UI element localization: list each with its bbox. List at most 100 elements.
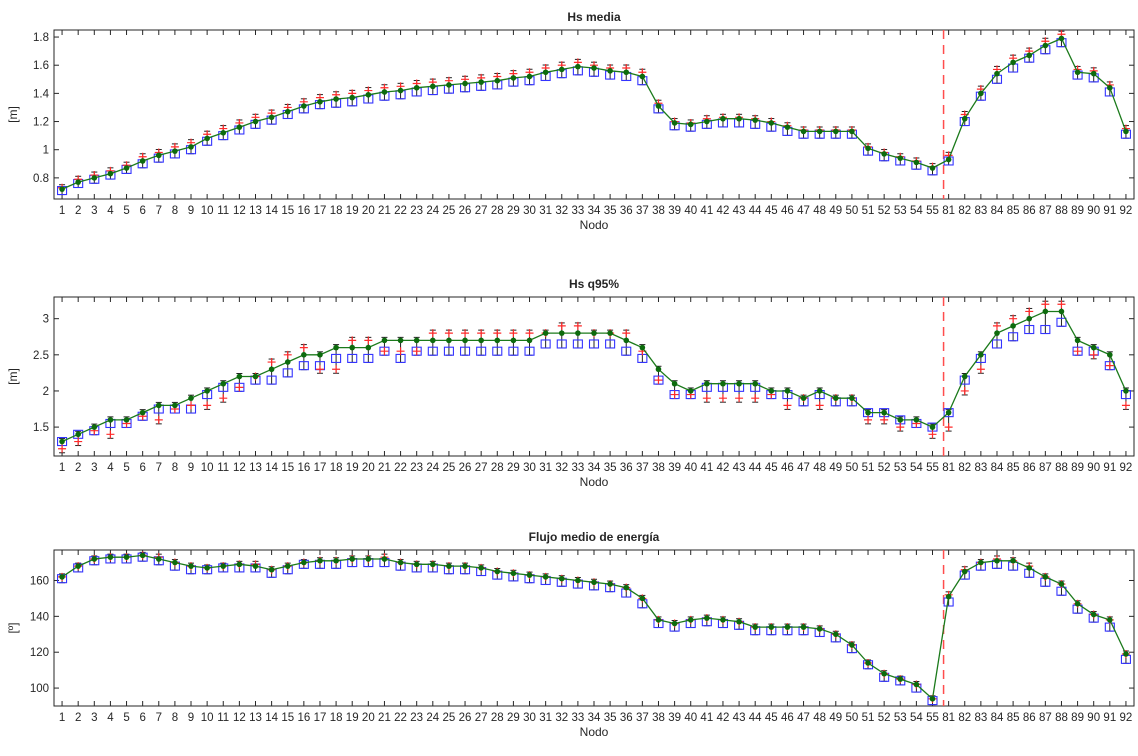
x-tick-label: 6 — [139, 205, 145, 217]
x-tick-label: 28 — [491, 712, 504, 724]
x-tick-label: 14 — [265, 205, 278, 217]
series-point — [220, 563, 227, 569]
box-marker — [1040, 324, 1051, 335]
x-tick-label: 44 — [749, 712, 762, 724]
series-point — [687, 388, 694, 394]
plus-marker — [880, 415, 889, 424]
series-point — [1107, 617, 1113, 623]
x-tick-label: 14 — [265, 462, 278, 474]
series-point — [1058, 308, 1065, 315]
series-point — [526, 73, 533, 80]
x-tick-label: 85 — [1007, 462, 1020, 474]
series-point — [752, 380, 758, 387]
series-point — [236, 561, 243, 568]
series-point — [1010, 323, 1016, 329]
box-marker — [476, 346, 487, 356]
series-point — [655, 617, 662, 623]
plus-marker — [509, 329, 518, 338]
plus-marker — [154, 415, 163, 424]
x-tick-label: 90 — [1087, 462, 1100, 474]
x-tick-label: 32 — [555, 712, 568, 724]
series-point — [1107, 84, 1113, 91]
series-point — [994, 330, 1000, 336]
series-point — [752, 624, 758, 630]
x-tick-label: 47 — [797, 712, 810, 724]
x-tick-label: 11 — [217, 712, 229, 724]
x-tick-label: 55 — [926, 205, 939, 217]
x-tick-label: 50 — [846, 205, 859, 217]
x-tick-label: 37 — [636, 462, 649, 474]
x-tick-label: 91 — [1103, 712, 1116, 724]
series-point — [430, 83, 436, 90]
x-tick-label: 31 — [539, 712, 552, 724]
plus-marker — [976, 365, 985, 374]
x-tick-label: 2 — [75, 462, 81, 474]
x-tick-label: 41 — [700, 712, 713, 724]
y-tick-label: 1.8 — [33, 32, 49, 44]
x-tick-label: 30 — [523, 462, 536, 474]
x-tick-label: 54 — [910, 712, 923, 724]
x-tick-label: 34 — [588, 712, 601, 724]
x-tick-label: 26 — [459, 205, 472, 217]
x-tick-label: 83 — [974, 712, 987, 724]
series-point — [897, 417, 904, 423]
x-tick-label: 45 — [765, 462, 778, 474]
x-tick-label: 20 — [362, 462, 375, 474]
chart-panel-2: Hs q95%1.522.531 2 3 4 5 6 7 8 9 10 11 12 13 14 15 16 17… — [6, 277, 1135, 489]
x-tick-label: 40 — [684, 462, 697, 474]
x-tick-label: 45 — [765, 205, 778, 217]
y-tick-label: 120 — [30, 647, 49, 659]
box-marker — [508, 346, 519, 356]
x-tick-label: 35 — [604, 712, 617, 724]
x-tick-label: 9 — [188, 462, 194, 474]
x-tick-label: 42 — [717, 462, 730, 474]
series-point — [945, 593, 952, 600]
x-tick-label: 90 — [1087, 205, 1100, 217]
x-tick-label: 36 — [620, 462, 633, 474]
x-tick-label: 27 — [475, 205, 488, 217]
x-tick-label: 38 — [652, 712, 665, 724]
series-point — [1042, 42, 1049, 49]
series-point — [1010, 557, 1016, 564]
x-tick-label: 33 — [571, 205, 584, 217]
x-tick-label: 31 — [539, 205, 552, 217]
x-tick-label: 25 — [443, 205, 456, 217]
y-tick-label: 1.5 — [33, 422, 49, 434]
chart-title: Flujo medio de energía — [529, 530, 660, 544]
box-marker — [572, 339, 583, 349]
series-point — [526, 337, 533, 344]
series-point — [736, 380, 742, 387]
series-point — [1010, 59, 1016, 66]
plot-area — [53, 296, 1135, 457]
plus-marker — [735, 394, 744, 403]
series-point — [929, 696, 936, 702]
series-point — [849, 128, 855, 135]
box-marker — [1056, 317, 1067, 327]
plus-marker — [58, 444, 67, 453]
series-point — [1058, 581, 1065, 587]
plus-marker — [1121, 401, 1130, 410]
plus-marker — [283, 350, 292, 359]
plus-marker — [477, 329, 486, 338]
x-tick-label: 41 — [700, 462, 713, 474]
series-point — [1090, 344, 1097, 351]
plus-marker — [896, 423, 905, 432]
box-marker — [1008, 332, 1019, 342]
series-point — [397, 87, 404, 94]
x-tick-label: 28 — [491, 462, 504, 474]
plus-marker — [622, 329, 631, 338]
x-tick-label: 46 — [781, 462, 794, 474]
x-tick-label: 50 — [846, 462, 859, 474]
x-tick-label: 24 — [426, 712, 439, 724]
plus-marker — [557, 321, 566, 330]
x-tick-label: 18 — [330, 712, 343, 724]
series-point — [607, 581, 613, 587]
series-point — [832, 631, 839, 638]
series-point — [607, 330, 613, 336]
plus-marker — [944, 423, 953, 432]
x-tick-label: 44 — [749, 205, 762, 217]
chart-title: Hs q95% — [569, 277, 619, 291]
plus-marker — [815, 401, 824, 410]
x-tick-label: 17 — [314, 462, 327, 474]
plus-marker — [203, 401, 212, 410]
